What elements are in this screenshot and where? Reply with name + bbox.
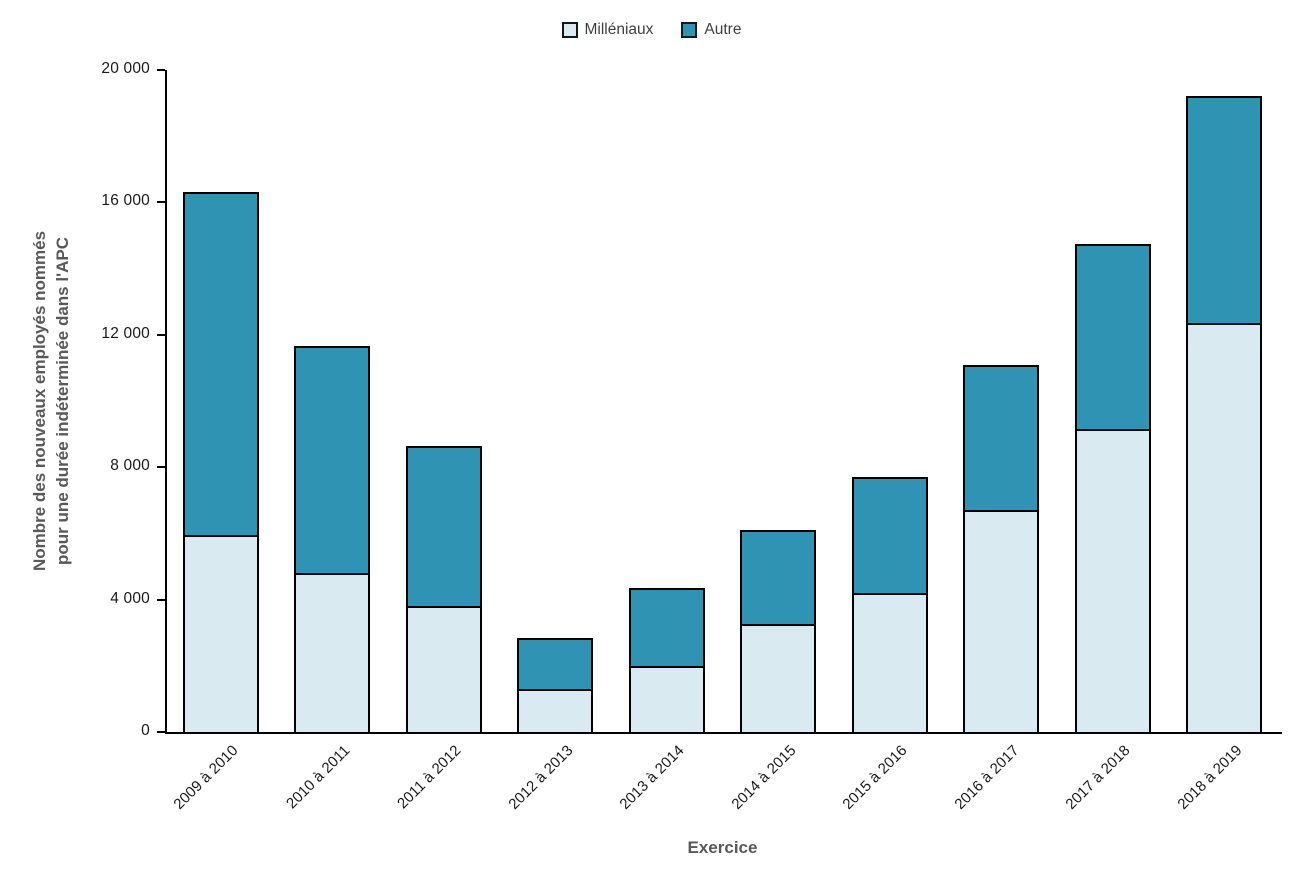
bar-segment-milleniaux xyxy=(965,510,1037,732)
legend-item-milleniaux: Milléniaux xyxy=(561,21,654,39)
y-tick-label: 4 000 xyxy=(110,589,150,607)
x-axis-title: Exercice xyxy=(687,838,758,857)
y-axis-title: Nombre des nouveaux employés nommés pour… xyxy=(29,231,75,571)
plot-area xyxy=(165,70,1282,734)
legend-label-autre: Autre xyxy=(704,21,742,38)
legend-item-autre: Autre xyxy=(681,21,741,39)
x-tick-label: 2009 à 2010 xyxy=(170,742,242,814)
y-tick-label: 16 000 xyxy=(101,192,150,210)
y-axis-title-line1: Nombre des nouveaux employés nommés xyxy=(30,230,50,572)
bar-segment-milleniaux xyxy=(1077,429,1149,732)
bar-2013-a-2014 xyxy=(629,588,705,734)
bar-2014-a-2015 xyxy=(740,530,816,734)
x-tick-label: 2018 à 2019 xyxy=(1174,742,1246,814)
x-tick-label: 2012 à 2013 xyxy=(505,742,577,814)
bar-segment-milleniaux xyxy=(296,573,368,732)
x-tick-label: 2013 à 2014 xyxy=(616,742,688,814)
x-tick-label: 2015 à 2016 xyxy=(839,742,911,814)
bar-2010-a-2011 xyxy=(294,346,370,734)
legend: Milléniaux Autre xyxy=(0,21,1303,39)
bar-2018-a-2019 xyxy=(1186,96,1262,734)
y-axis-title-line2: pour une durée indéterminée dans l'APC xyxy=(53,236,72,566)
bar-2012-a-2013 xyxy=(517,638,593,734)
y-tick-label: 0 xyxy=(141,722,150,739)
legend-swatch-milleniaux-icon xyxy=(561,22,578,38)
x-tick-label: 2014 à 2015 xyxy=(728,742,800,814)
y-tick-label: 8 000 xyxy=(110,457,150,475)
legend-swatch-autre-icon xyxy=(681,22,698,38)
x-tick-label: 2017 à 2018 xyxy=(1062,742,1134,814)
y-tick-mark xyxy=(157,333,165,336)
bar-2011-a-2012 xyxy=(406,446,482,734)
bar-segment-milleniaux xyxy=(854,593,926,732)
bar-2009-a-2010 xyxy=(183,192,259,734)
y-tick-label: 20 000 xyxy=(101,60,150,77)
bar-2017-a-2018 xyxy=(1075,244,1151,734)
y-tick-mark xyxy=(157,466,165,469)
bar-segment-milleniaux xyxy=(519,689,591,732)
y-tick-mark xyxy=(157,731,165,733)
y-tick-label: 12 000 xyxy=(101,324,150,342)
y-tick-mark xyxy=(157,69,165,71)
bar-segment-milleniaux xyxy=(742,624,814,732)
bar-2015-a-2016 xyxy=(852,477,928,734)
legend-label-milleniaux: Milléniaux xyxy=(584,21,654,38)
y-tick-mark xyxy=(157,201,165,204)
x-tick-label: 2011 à 2012 xyxy=(394,742,465,813)
bar-segment-milleniaux xyxy=(1188,323,1260,732)
x-tick-label: 2016 à 2017 xyxy=(951,742,1023,814)
bar-2016-a-2017 xyxy=(963,365,1039,734)
y-tick-mark xyxy=(157,598,165,601)
bar-segment-milleniaux xyxy=(408,606,480,732)
bar-segment-milleniaux xyxy=(185,535,257,732)
x-tick-label: 2010 à 2011 xyxy=(283,742,354,813)
bar-segment-milleniaux xyxy=(631,666,703,732)
